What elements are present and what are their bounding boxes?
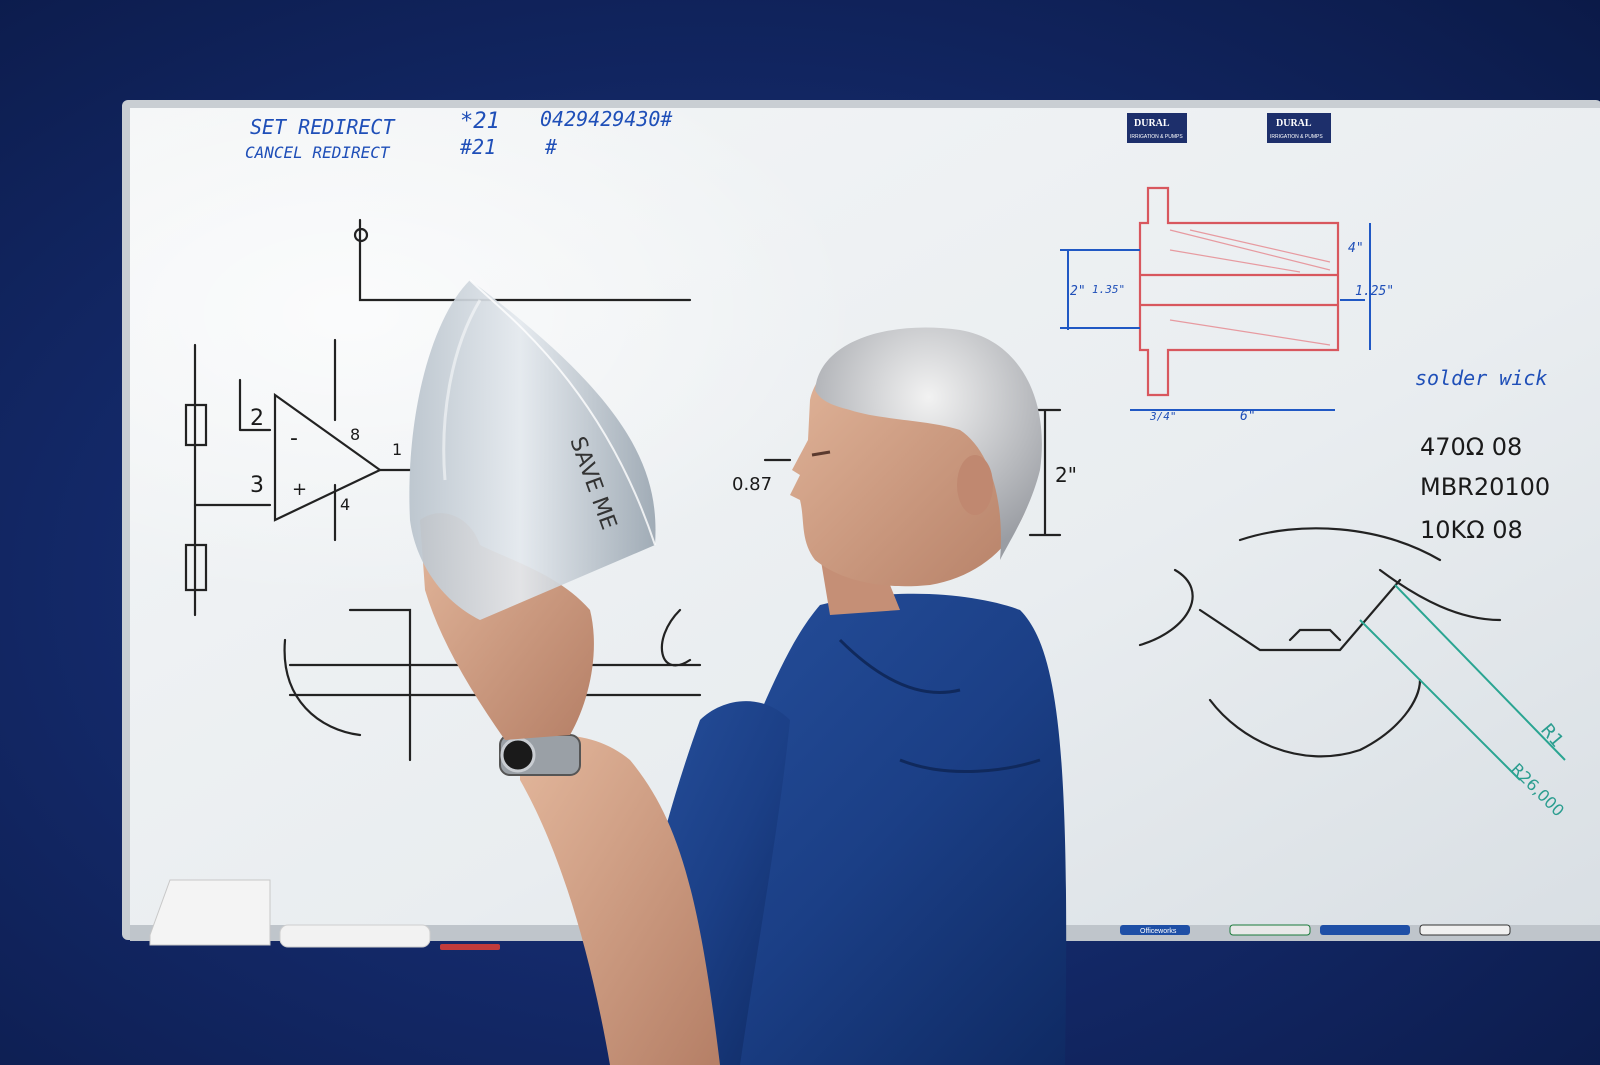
note-resistor-10k: 10KΩ 08 [1420,516,1523,544]
red-cross-section: 4" 2" 1.35" 1.25" 3/4" 6" [1060,186,1394,424]
person [420,327,1067,1065]
note-set-redirect: SET REDIRECT [250,115,396,139]
marker-blue [1120,925,1190,935]
marker-red-loose [440,944,500,950]
ear [957,455,993,515]
sticker-brand-sub: IRRIGATION & PUMPS [1130,134,1183,140]
marker-black [1419,924,1511,936]
pin-label-plus: + [292,479,307,500]
watch-face [500,737,536,773]
right-notes: solder wick 470Ω 08 MBR20100 10KΩ 08 [1415,366,1550,544]
marker-green [1229,924,1311,936]
dim-4in: 4" [1348,241,1364,256]
pin-label-minus: - [290,426,298,451]
note-mbr20100: MBR20100 [1420,473,1550,501]
sticker-brand-sub-2: IRRIGATION & PUMPS [1270,134,1323,140]
dim-2in: 2" [1070,284,1086,299]
dim-3-4in: 3/4" [1149,410,1177,423]
pin-label-3: 3 [250,473,264,498]
top-notes: SET REDIRECT *21 0429429430# CANCEL REDI… [245,107,673,162]
brand-sticker-right: DURAL IRRIGATION & PUMPS [1267,113,1331,143]
pin-label-8: 8 [350,425,360,444]
note-cancel-code: #21 [459,135,496,159]
marker-red [1320,925,1410,935]
paper-roll [279,924,431,948]
glass-lens: SAVE ME [409,279,656,620]
dim-0-87: 0.87 [732,474,772,495]
marker-set: Officeworks [149,879,1511,950]
note-code-21: *21 [460,109,500,134]
forearm [520,735,720,1065]
dim-1-25in: 1.25" [1355,284,1394,299]
tissue-holder [149,879,271,946]
note-resistor-470: 470Ω 08 [1420,433,1522,461]
pin-label-2: 2 [250,406,264,431]
pin-label-1: 1 [392,440,402,459]
sticker-brand-name: DURAL [1134,118,1170,129]
note-cancel-redirect: CANCEL REDIRECT [245,143,391,162]
sticker-brand-name-2: DURAL [1276,118,1312,129]
note-hash: # [544,135,558,159]
marker-label: Officeworks [1140,928,1177,935]
hair [815,327,1042,560]
dim-1-35in: 1.35" [1092,283,1125,296]
brand-sticker-left: DURAL IRRIGATION & PUMPS [1127,113,1187,143]
pin-label-4: 4 [340,495,350,514]
dim-2in-center: 2" [1055,463,1077,487]
note-solder-wick: solder wick [1415,366,1547,390]
dim-sketch-center: 0.87 2" [732,408,1077,537]
note-phone-number: 0429429430# [540,107,673,131]
dim-6in: 6" [1240,409,1256,424]
